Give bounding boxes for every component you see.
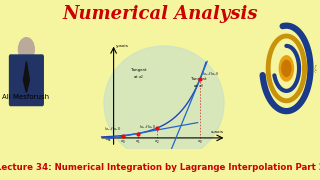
Text: Lecture 34: Numerical Integration by Lagrange Interpolation Part 2: Lecture 34: Numerical Integration by Lag… — [0, 163, 320, 172]
FancyBboxPatch shape — [10, 55, 43, 105]
Text: $x_0$: $x_0$ — [120, 139, 126, 146]
Text: ابزار: ابزار — [313, 64, 317, 73]
Text: $x_0$: $x_0$ — [197, 139, 203, 146]
Circle shape — [279, 56, 293, 81]
Text: $x_1$: $x_1$ — [135, 139, 140, 146]
Text: $(x_1,f(x_1))$: $(x_1,f(x_1))$ — [139, 123, 157, 131]
Circle shape — [104, 46, 224, 161]
Text: Tangent
at $x_0$: Tangent at $x_0$ — [191, 77, 206, 90]
Text: $x_2$: $x_2$ — [154, 139, 160, 146]
Text: Ali Mesforush: Ali Mesforush — [2, 94, 49, 100]
Text: $(x_2,f(x_2))$: $(x_2,f(x_2))$ — [104, 125, 122, 133]
Text: $(x_0,f(x_0))$: $(x_0,f(x_0))$ — [202, 70, 219, 78]
Text: x-axis: x-axis — [211, 130, 224, 134]
Ellipse shape — [19, 38, 34, 61]
Circle shape — [282, 60, 291, 76]
Text: Numerical Analysis: Numerical Analysis — [62, 5, 258, 23]
Polygon shape — [23, 62, 29, 93]
Text: Tangent
at $x_2$: Tangent at $x_2$ — [131, 68, 147, 81]
Text: y-axis: y-axis — [116, 44, 128, 48]
Text: a: a — [108, 138, 110, 142]
